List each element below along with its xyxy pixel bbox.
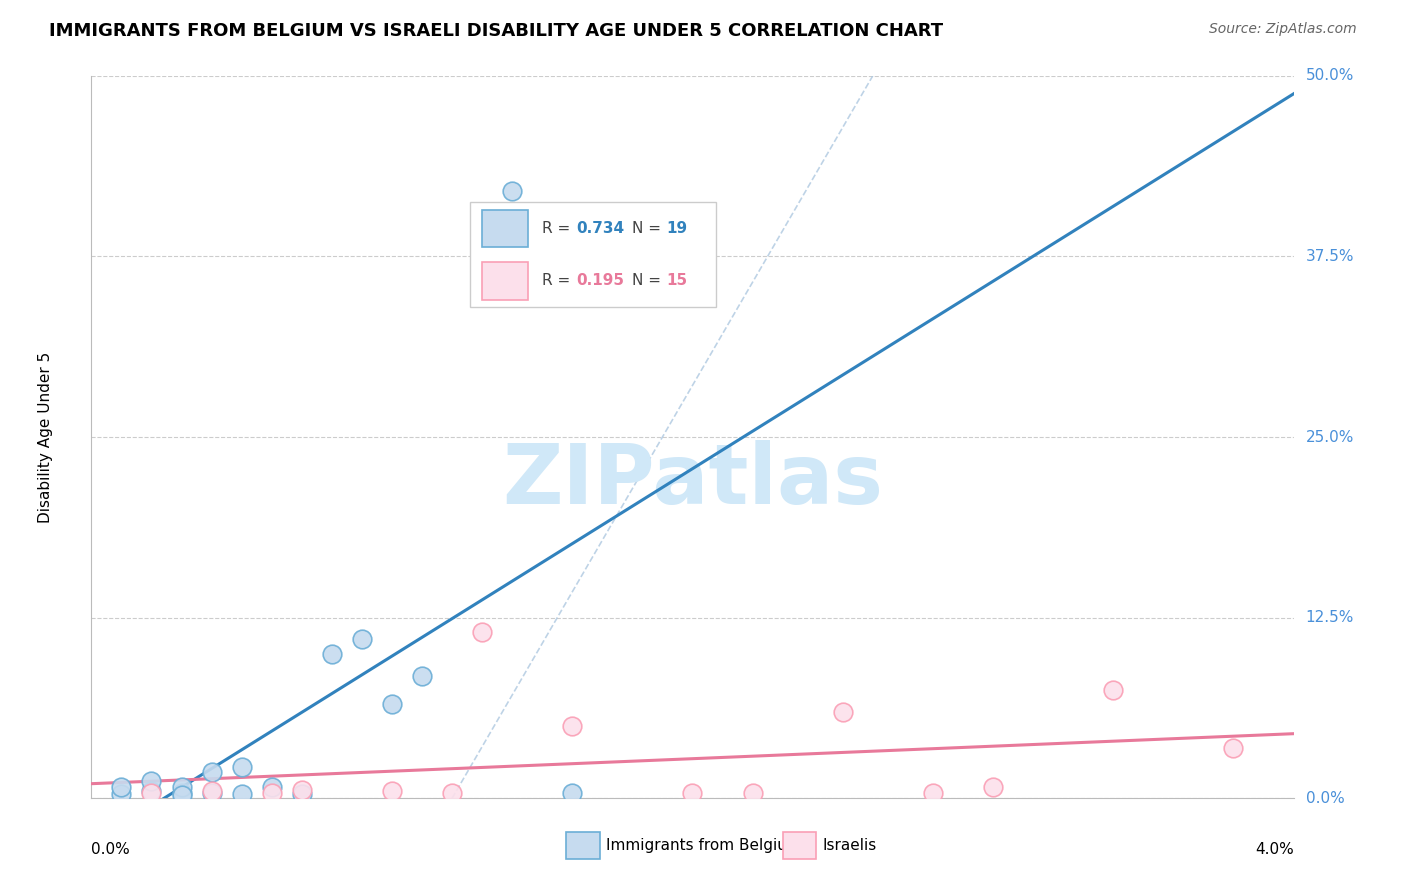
Text: Source: ZipAtlas.com: Source: ZipAtlas.com <box>1209 22 1357 37</box>
FancyBboxPatch shape <box>482 210 527 247</box>
Point <box>1222 740 1244 755</box>
Text: 0.734: 0.734 <box>576 221 624 236</box>
FancyBboxPatch shape <box>470 202 717 307</box>
Point <box>170 789 193 803</box>
Text: 0.0%: 0.0% <box>91 842 131 856</box>
Point <box>1102 683 1125 698</box>
Point <box>321 647 343 661</box>
Point <box>681 786 703 800</box>
Point <box>981 780 1004 794</box>
Text: Israelis: Israelis <box>823 838 876 853</box>
Point <box>501 185 523 199</box>
Text: 37.5%: 37.5% <box>1306 249 1354 264</box>
Point <box>440 786 463 800</box>
Point <box>922 786 945 800</box>
Point <box>381 698 404 712</box>
Text: N =: N = <box>633 221 666 236</box>
Point <box>201 786 224 800</box>
Point <box>381 784 404 798</box>
Text: 0.0%: 0.0% <box>1306 791 1344 805</box>
Point <box>741 786 763 800</box>
Point <box>561 786 583 800</box>
Point <box>291 782 314 797</box>
Point <box>350 632 373 647</box>
Point <box>201 784 224 798</box>
Text: 0.195: 0.195 <box>576 273 624 288</box>
FancyBboxPatch shape <box>482 262 527 300</box>
Text: 19: 19 <box>666 221 688 236</box>
Point <box>231 759 253 773</box>
Text: 12.5%: 12.5% <box>1306 610 1354 625</box>
Point <box>260 780 283 794</box>
FancyBboxPatch shape <box>567 831 600 859</box>
Point <box>291 787 314 801</box>
Point <box>561 719 583 733</box>
Text: R =: R = <box>543 221 575 236</box>
Point <box>831 705 853 719</box>
Text: 15: 15 <box>666 273 688 288</box>
Point <box>141 774 163 789</box>
Text: 25.0%: 25.0% <box>1306 430 1354 444</box>
Text: IMMIGRANTS FROM BELGIUM VS ISRAELI DISABILITY AGE UNDER 5 CORRELATION CHART: IMMIGRANTS FROM BELGIUM VS ISRAELI DISAB… <box>49 22 943 40</box>
Text: 4.0%: 4.0% <box>1254 842 1294 856</box>
Text: Disability Age Under 5: Disability Age Under 5 <box>38 351 53 523</box>
Point <box>411 668 433 682</box>
Point <box>170 780 193 794</box>
Text: R =: R = <box>543 273 575 288</box>
Point <box>110 780 132 794</box>
Text: ZIPatlas: ZIPatlas <box>502 440 883 521</box>
Text: N =: N = <box>633 273 666 288</box>
Point <box>471 625 494 640</box>
Point <box>141 784 163 798</box>
Point <box>201 765 224 780</box>
FancyBboxPatch shape <box>783 831 817 859</box>
Text: Immigrants from Belgium: Immigrants from Belgium <box>606 838 801 853</box>
Point <box>110 787 132 801</box>
Point <box>260 786 283 800</box>
Point <box>141 786 163 800</box>
Text: 50.0%: 50.0% <box>1306 69 1354 83</box>
Point <box>170 786 193 800</box>
Point <box>231 787 253 801</box>
